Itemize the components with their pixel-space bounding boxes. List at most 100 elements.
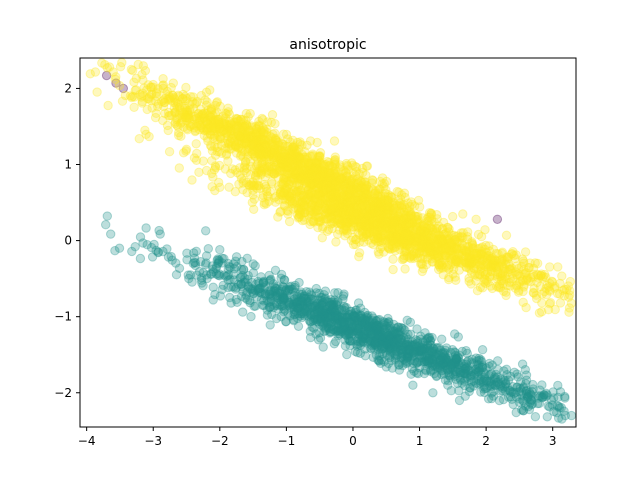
scatter-point (412, 338, 423, 348)
scatter-point (303, 306, 313, 316)
scatter-point (427, 354, 437, 365)
scatter-point (492, 372, 503, 382)
scatter-point (388, 336, 398, 346)
scatter-point (450, 359, 460, 369)
scatter-point (316, 300, 327, 310)
scatter-point (532, 398, 543, 409)
scatter-point (461, 359, 471, 369)
scatter-point (329, 169, 339, 179)
scatter-point (310, 314, 320, 324)
scatter-point (270, 283, 280, 294)
scatter-point (336, 315, 346, 325)
scatter-point (537, 298, 547, 308)
scatter-point (511, 407, 521, 418)
scatter-point (468, 359, 478, 369)
scatter-point (371, 316, 382, 326)
scatter-point (535, 391, 545, 401)
scatter-point (292, 299, 302, 309)
scatter-point (207, 182, 217, 192)
scatter-point (317, 300, 328, 311)
scatter-point (171, 258, 181, 268)
scatter-point (201, 226, 211, 236)
scatter-point (325, 307, 336, 317)
scatter-point (138, 238, 148, 248)
scatter-point (318, 298, 328, 308)
scatter-point (447, 345, 458, 355)
scatter-point (226, 282, 236, 292)
scatter-point (509, 367, 520, 377)
scatter-point (368, 315, 378, 325)
scatter-point (372, 325, 382, 335)
scatter-point (301, 293, 311, 304)
scatter-point (391, 329, 401, 339)
scatter-point (294, 277, 304, 288)
scatter-point (393, 339, 404, 349)
scatter-point (349, 326, 359, 336)
scatter-point (217, 253, 227, 263)
scatter-point (181, 82, 191, 93)
scatter-point (302, 296, 312, 306)
scatter-point (208, 267, 219, 277)
scatter-point (333, 323, 344, 333)
scatter-point (460, 368, 470, 378)
scatter-point (454, 395, 465, 406)
scatter-point (288, 302, 298, 312)
scatter-point (223, 275, 233, 285)
scatter-point (499, 382, 510, 392)
scatter-point (437, 365, 448, 375)
scatter-point (320, 286, 331, 296)
scatter-point (484, 361, 494, 372)
scatter-point (208, 264, 218, 274)
scatter-point (187, 277, 197, 287)
x-tick-label: −3 (144, 434, 162, 448)
scatter-point (450, 366, 460, 377)
scatter-point (166, 251, 176, 262)
scatter-point (389, 342, 399, 352)
scatter-point (375, 347, 385, 357)
scatter-point (233, 279, 244, 289)
scatter-point (432, 371, 442, 381)
scatter-point (355, 348, 366, 358)
scatter-point (320, 193, 330, 203)
scatter-point (333, 288, 343, 298)
scatter-point (498, 394, 509, 405)
scatter-point (317, 321, 328, 331)
scatter-point (452, 352, 463, 362)
scatter-point (355, 214, 366, 224)
scatter-point (415, 346, 425, 356)
scatter-point (440, 357, 450, 368)
scatter-point (516, 386, 527, 396)
scatter-point (415, 347, 426, 357)
scatter-point (394, 359, 404, 370)
scatter-point (440, 345, 451, 355)
scatter-point (306, 170, 316, 180)
scatter-point (294, 302, 305, 312)
scatter-point (232, 114, 242, 124)
scatter-point (279, 293, 290, 303)
scatter-point (516, 377, 526, 387)
scatter-point (344, 206, 354, 216)
scatter-point (339, 301, 349, 312)
scatter-point (433, 348, 444, 358)
scatter-point (297, 297, 308, 307)
scatter-point (330, 311, 340, 321)
scatter-point (340, 341, 351, 351)
scatter-point (103, 100, 113, 111)
scatter-point (301, 287, 312, 297)
scatter-point (411, 358, 422, 369)
scatter-point (354, 333, 364, 343)
scatter-point (464, 365, 475, 376)
scatter-point (476, 374, 486, 385)
scatter-point (363, 321, 373, 331)
scatter-point (373, 344, 383, 355)
scatter-point (141, 223, 151, 233)
scatter-point (404, 341, 414, 352)
scatter-point (322, 308, 332, 319)
scatter-point (427, 346, 437, 356)
scatter-point (292, 291, 302, 302)
scatter-point (484, 358, 495, 369)
scatter-point (489, 374, 499, 384)
scatter-point (174, 163, 185, 173)
scatter-point (251, 279, 261, 290)
scatter-point (290, 280, 300, 291)
